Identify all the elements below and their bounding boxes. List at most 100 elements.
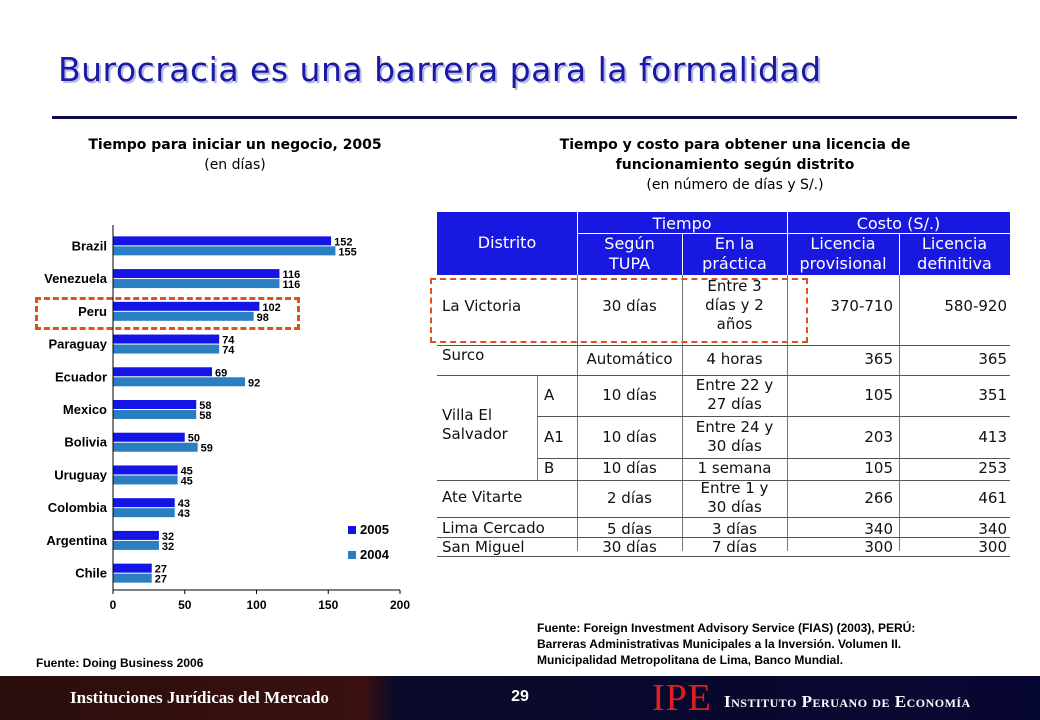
table-header: Distrito Tiempo Costo (S/.) Según TUPA E… <box>437 212 1010 275</box>
cell-distrito: San Miguel <box>442 538 525 556</box>
cell-distrito: Ate Vitarte <box>442 488 523 506</box>
cell-practica: 3 días <box>711 520 757 538</box>
row-rule <box>537 458 1010 459</box>
table-title-line1: Tiempo y costo para obtener una licencia… <box>559 137 911 153</box>
cell-sub: A <box>544 386 555 404</box>
data-label: 27 <box>155 564 167 576</box>
row-rule <box>437 345 1010 346</box>
table-row-ves-b: B 10 días 1 semana 105 253 <box>437 458 1010 480</box>
cell-practica: 1 semana <box>697 459 772 477</box>
data-label: 32 <box>162 541 174 553</box>
bar-2005 <box>113 301 260 311</box>
data-label: 58 <box>199 400 211 412</box>
column-divider <box>682 275 683 551</box>
cell-provisional: 266 <box>864 489 893 507</box>
legend-label: 2004 <box>360 547 390 562</box>
header-practica-line2: práctica <box>702 254 767 273</box>
category-label: Argentina <box>46 533 107 548</box>
category-label: Bolivia <box>64 435 107 450</box>
header-tiempo: Tiempo <box>652 214 712 233</box>
x-tick-label: 100 <box>246 598 266 612</box>
cell-practica: Entre 3 días y 2 años <box>682 277 787 334</box>
bar-2004 <box>113 344 220 354</box>
cell-practica-line1: Entre 22 y <box>695 376 774 394</box>
data-label: 116 <box>282 279 300 291</box>
cell-provisional: 370-710 <box>830 297 893 315</box>
header-provisional-line1: Licencia <box>810 234 876 253</box>
cell-definitiva: 351 <box>978 386 1007 404</box>
cell-provisional: 203 <box>864 428 893 446</box>
cell-provisional: 340 <box>864 520 893 538</box>
header-definitiva: Licencia definitiva <box>899 234 1010 274</box>
villa-line2: Salvador <box>442 425 508 443</box>
table-title-line2: funcionamiento según distrito <box>615 157 855 173</box>
header-provisional-line2: provisional <box>799 254 887 273</box>
row-rule <box>437 375 1010 376</box>
bar-2004 <box>113 377 246 387</box>
data-label: 74 <box>222 335 235 347</box>
cell-tupa: 30 días <box>602 538 657 556</box>
x-tick-label: 150 <box>318 598 338 612</box>
header-divider <box>577 212 578 275</box>
source-right-line2: Barreras Administrativas Municipales a l… <box>537 637 902 651</box>
cell-provisional: 105 <box>864 459 893 477</box>
data-label: 32 <box>162 531 174 543</box>
cell-definitiva: 253 <box>978 459 1007 477</box>
column-divider <box>899 275 900 551</box>
category-label: Mexico <box>63 402 107 417</box>
cell-definitiva: 340 <box>978 520 1007 538</box>
header-divider <box>899 233 900 275</box>
category-label: Venezuela <box>44 271 108 286</box>
category-label: Peru <box>78 304 107 319</box>
header-tupa-line1: Según <box>604 234 655 253</box>
bar-2004 <box>113 279 280 289</box>
cell-definitiva: 365 <box>978 350 1007 368</box>
data-label: 59 <box>201 443 213 455</box>
cell-practica: 7 días <box>711 538 757 556</box>
cell-definitiva: 413 <box>978 428 1007 446</box>
source-left: Fuente: Doing Business 2006 <box>36 656 204 670</box>
cell-definitiva: 461 <box>978 489 1007 507</box>
cell-definitiva: 580-920 <box>944 297 1007 315</box>
footer-section-label: Instituciones Jurídicas del Mercado <box>70 688 329 707</box>
cell-tupa: 10 días <box>602 386 657 404</box>
bar-2005 <box>113 334 220 344</box>
data-label: 58 <box>199 410 211 422</box>
data-label: 69 <box>215 367 227 379</box>
peru-highlight-box <box>35 297 300 330</box>
villa-line1: Villa El <box>442 406 493 424</box>
bar-2005 <box>113 498 175 508</box>
category-label: Uruguay <box>54 467 108 482</box>
data-label: 102 <box>262 302 280 314</box>
data-label: 74 <box>222 345 235 357</box>
x-tick-label: 200 <box>390 598 410 612</box>
organization-name: Instituto Peruano de Economía <box>724 692 971 711</box>
data-label: 116 <box>282 269 300 281</box>
ipe-logo: IPE <box>652 677 712 719</box>
data-label: 92 <box>248 377 260 389</box>
bar-2005 <box>113 530 159 540</box>
data-label: 45 <box>181 465 193 477</box>
bar-2005 <box>113 400 197 409</box>
cell-practica-line1: Entre 1 y <box>700 479 769 497</box>
cell-practica-line1: Entre 24 y <box>695 418 774 436</box>
source-right: Fuente: Foreign Investment Advisory Serv… <box>537 620 1007 668</box>
column-divider <box>537 375 538 480</box>
cell-sub: A1 <box>544 428 564 446</box>
cell-sub: B <box>544 459 555 477</box>
bar-2005 <box>113 432 185 442</box>
cell-practica-line2: 27 días <box>707 395 762 413</box>
table-heading: Tiempo y costo para obtener una licencia… <box>470 135 1000 195</box>
data-label: 152 <box>334 236 352 248</box>
cell-practica: Entre 1 y 30 días <box>682 479 787 517</box>
cell-tupa: 10 días <box>602 428 657 446</box>
category-label: Ecuador <box>55 369 107 384</box>
cell-definitiva: 300 <box>978 538 1007 556</box>
header-provisional: Licencia provisional <box>787 234 899 274</box>
row-rule <box>437 556 1010 557</box>
legend-swatch <box>348 551 356 559</box>
cell-distrito: La Victoria <box>442 297 522 315</box>
category-label: Brazil <box>72 238 107 253</box>
bar-2005 <box>113 269 280 279</box>
footer-bar: Instituciones Jurídicas del Mercado 29 I… <box>0 676 1040 720</box>
